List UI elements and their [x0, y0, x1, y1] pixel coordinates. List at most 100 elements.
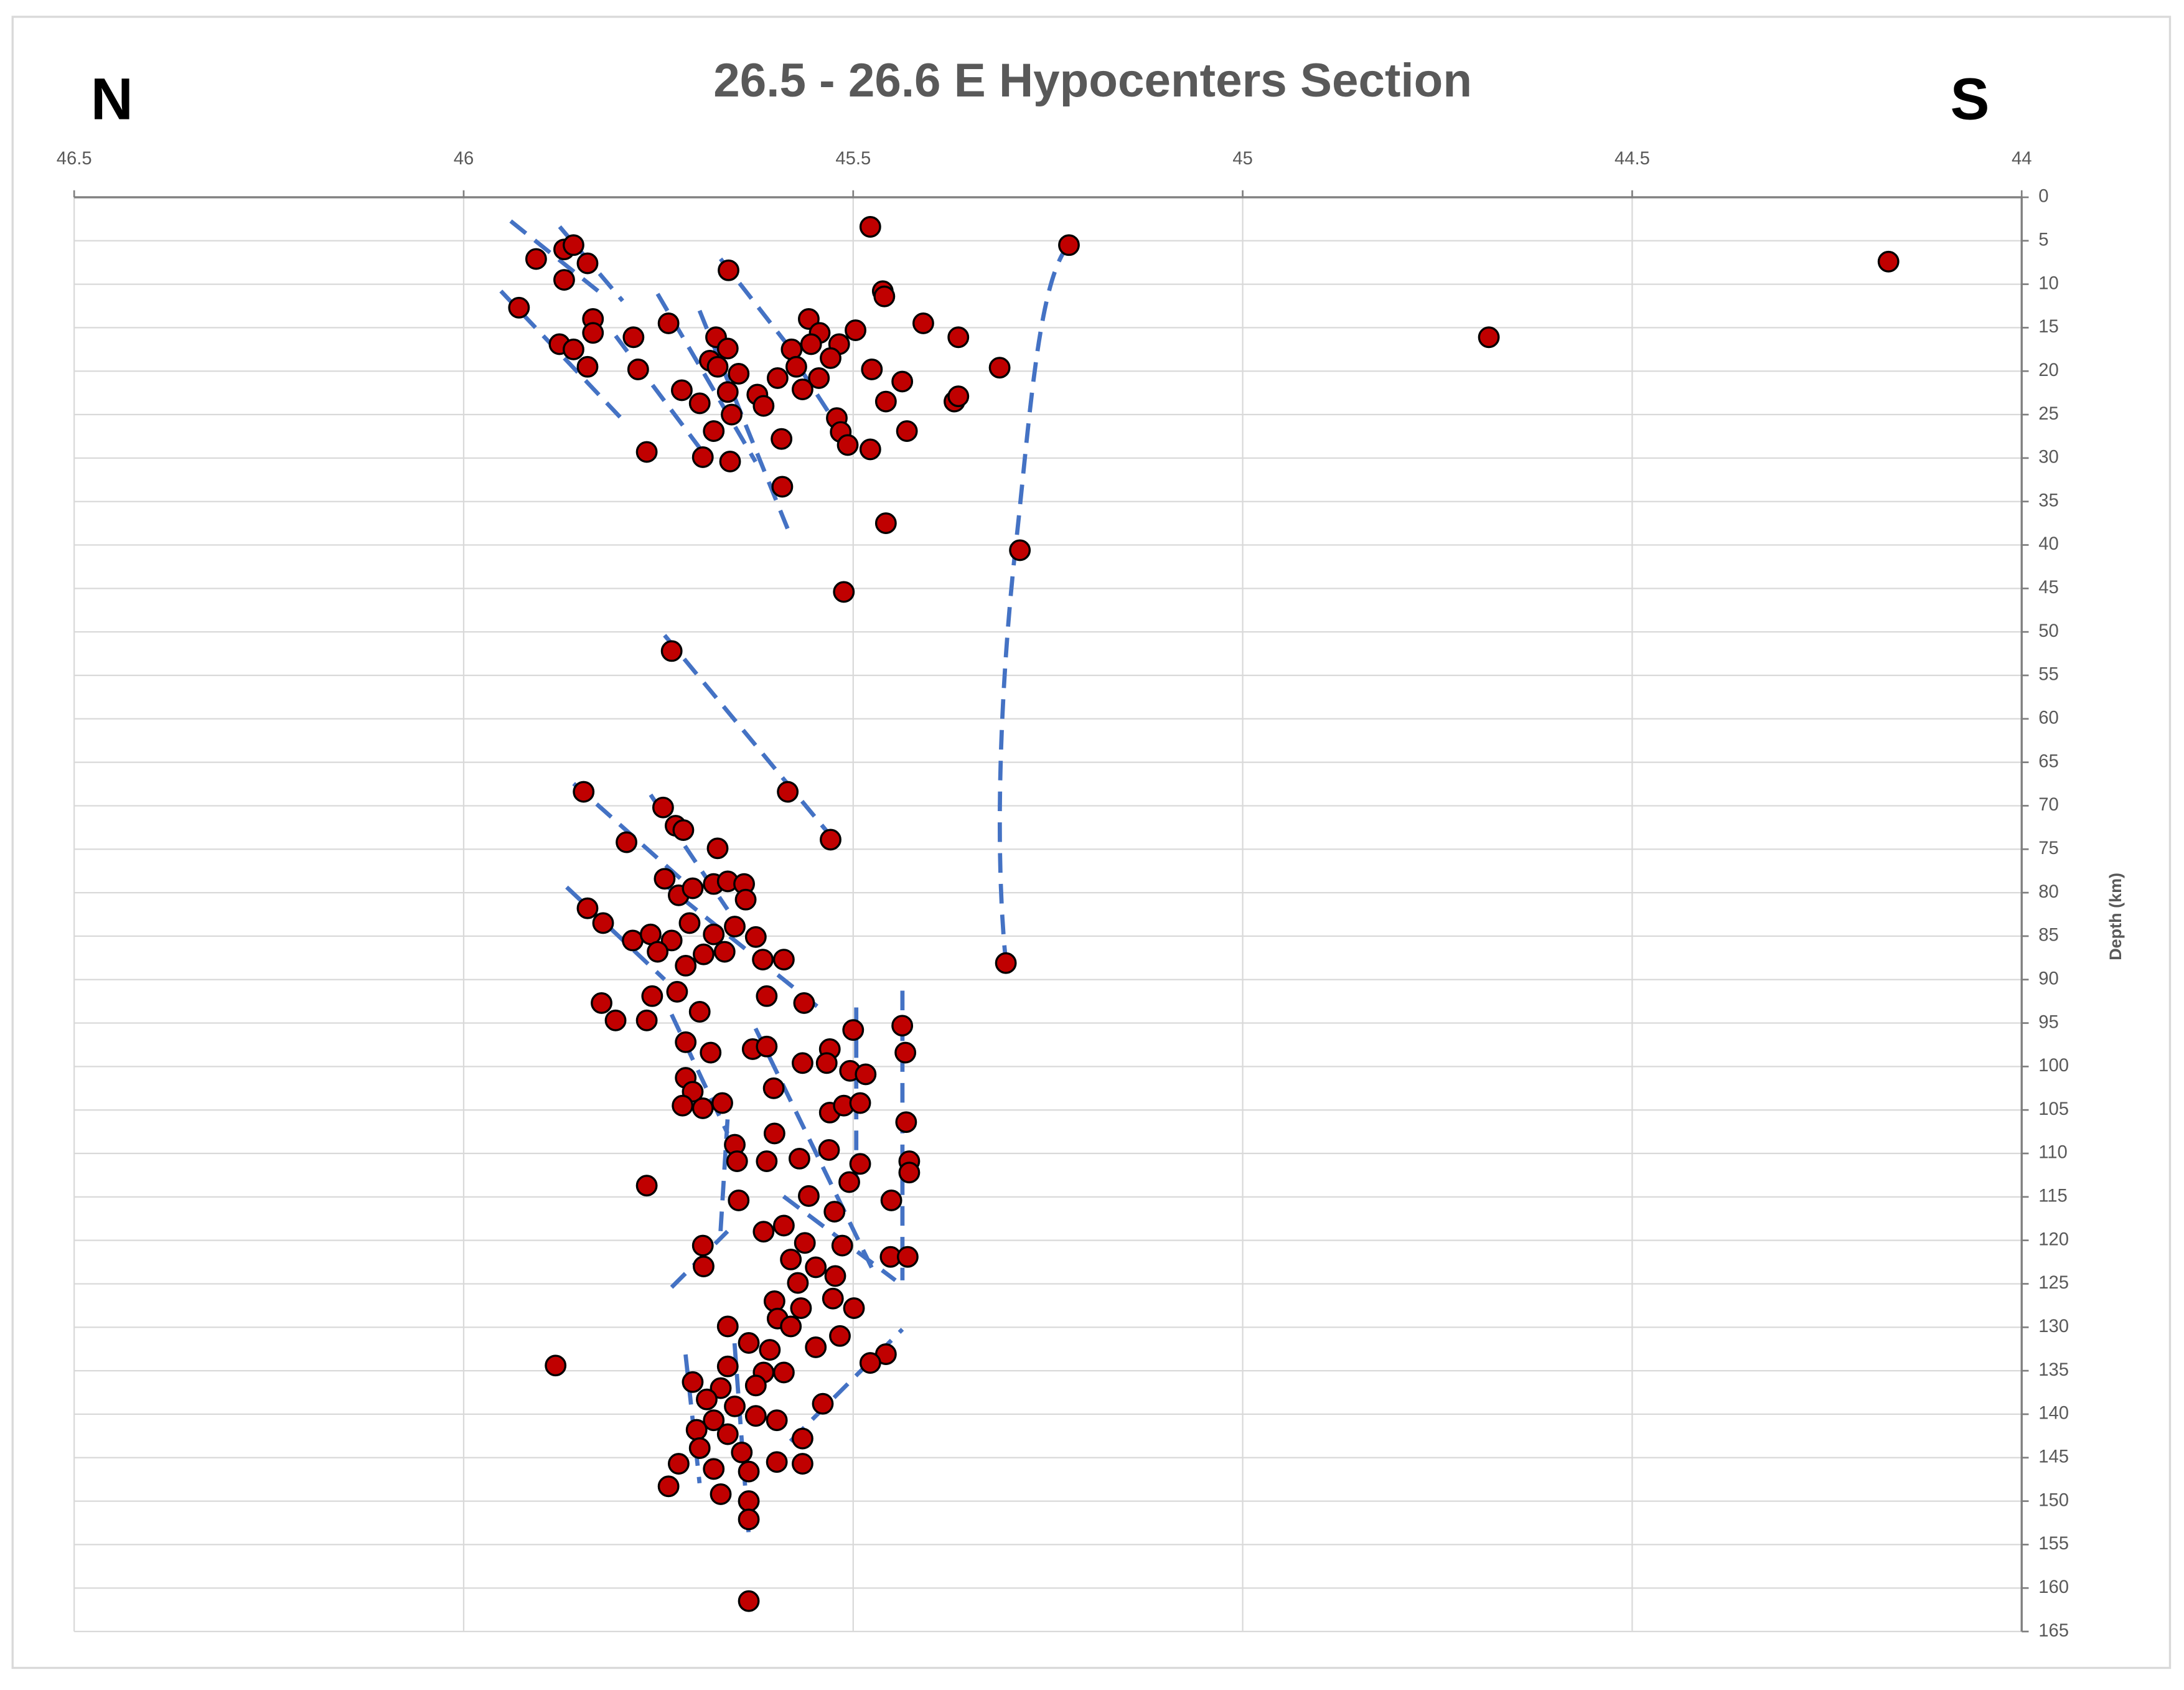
hypocenter-point: [716, 1315, 739, 1338]
hypocenter-point: [682, 877, 704, 899]
hypocenter-point: [703, 420, 725, 443]
hypocenter-point: [716, 1423, 739, 1445]
hypocenter-point: [822, 1287, 844, 1310]
hypocenter-point: [660, 640, 683, 662]
y-tick-label: 10: [2038, 273, 2059, 293]
hypocenter-point: [838, 1171, 860, 1193]
hypocenter-point: [995, 952, 1017, 974]
hypocenter-point: [711, 1092, 733, 1114]
hypocenter-point: [873, 285, 896, 307]
hypocenter-point: [805, 1256, 827, 1279]
hypocenter-point: [898, 1162, 921, 1184]
hypocenter-point: [635, 1009, 658, 1031]
hypocenter-point: [859, 438, 881, 461]
y-tick-label: 50: [2038, 621, 2059, 641]
hypocenter-point: [895, 1111, 917, 1134]
y-tick-label: 90: [2038, 969, 2059, 988]
hypocenter-point: [771, 476, 794, 498]
y-tick-label: 105: [2038, 1099, 2069, 1119]
north-label: N: [91, 67, 133, 132]
hypocenter-point: [728, 1189, 750, 1211]
hypocenter-point: [685, 1419, 708, 1441]
hypocenter-point: [785, 355, 807, 378]
hypocenter-point: [1877, 250, 1900, 273]
hypocenter-point: [752, 1221, 775, 1243]
hypocenter-point: [738, 1490, 760, 1512]
hypocenter-point: [947, 385, 970, 408]
hypocenter-point: [820, 347, 841, 369]
hypocenter-point: [728, 363, 750, 385]
hypocenter-point: [635, 441, 658, 463]
hypocenter-point: [731, 1441, 753, 1463]
hypocenter-point: [894, 1041, 917, 1064]
y-tick-label: 40: [2038, 534, 2059, 554]
hypocenter-point: [724, 916, 746, 937]
hypocenter-point: [912, 312, 934, 334]
y-tick-label: 110: [2038, 1143, 2068, 1163]
y-tick-label: 130: [2038, 1317, 2069, 1336]
hypocenter-point: [756, 985, 778, 1007]
hypocenter-point: [582, 322, 604, 344]
hypocenter-point: [792, 1052, 813, 1074]
hypocenter-point: [1058, 234, 1080, 256]
dashed-segments-middle: [565, 634, 841, 1010]
y-tick-label: 125: [2038, 1273, 2069, 1293]
hypocenter-point: [896, 420, 918, 443]
hypocenter-point: [845, 319, 866, 342]
hypocenter-point: [563, 234, 584, 256]
y-tick-label: 100: [2038, 1056, 2069, 1076]
hypocenter-point: [657, 312, 680, 334]
hypocenter-point: [752, 395, 775, 417]
chart-title: 26.5 - 26.6 E Hypocenters Section: [713, 54, 1472, 107]
hypocenter-point: [693, 943, 715, 965]
hypocenter-point: [616, 831, 637, 853]
hypocenter-point: [947, 326, 970, 349]
hypocenter-point: [808, 367, 830, 389]
hypocenter-point: [724, 1395, 746, 1417]
y-tick-label: 0: [2038, 187, 2048, 207]
hypocenter-point: [622, 326, 645, 349]
hypocenter-point: [691, 446, 714, 468]
hypocenter-point: [792, 1427, 813, 1450]
hypocenter-point: [641, 985, 663, 1007]
y-tick-label: 165: [2038, 1621, 2069, 1641]
y-tick-label: 80: [2038, 882, 2059, 902]
hypocenter-point: [508, 296, 530, 319]
hypocenter-point: [837, 434, 859, 456]
hypocenter-point: [604, 1009, 627, 1031]
hypocenter-point: [672, 1094, 694, 1117]
hypocenter-point: [793, 992, 815, 1014]
hypocenter-point: [675, 954, 697, 977]
hypocenter-point: [718, 259, 739, 281]
hypocenter-point: [805, 1336, 827, 1358]
hypocenter-point: [772, 949, 795, 971]
hypocenter-point: [691, 1097, 714, 1119]
hypocenter-point: [671, 379, 693, 401]
hypocenter-point: [849, 1092, 871, 1114]
hypocenter-point: [700, 1041, 722, 1064]
south-label: S: [1951, 67, 1990, 132]
y-tick-label: 155: [2038, 1534, 2069, 1554]
hypocenter-point: [859, 1352, 881, 1374]
hypocenter-point: [738, 1460, 760, 1483]
hypocenter-point: [652, 796, 674, 819]
hypocenter-point: [798, 1185, 820, 1207]
hypocenter-point: [818, 1139, 840, 1161]
y-tick-label: 135: [2038, 1360, 2069, 1380]
hypocenter-point: [716, 381, 739, 403]
hypocenter-point: [763, 1290, 785, 1312]
x-tick-label: 45: [1232, 149, 1253, 169]
hypocenter-point: [766, 1409, 788, 1432]
hypocenter-point: [752, 949, 774, 971]
y-tick-label: 35: [2038, 491, 2059, 510]
hypocenter-point: [812, 1392, 834, 1415]
y-tick-label: 55: [2038, 665, 2059, 685]
hypocenter-point: [744, 926, 767, 948]
hypocenter-point: [719, 451, 741, 472]
hypocenter-point: [771, 428, 793, 450]
hypocenter-point: [1478, 326, 1500, 349]
hypocenter-point: [842, 1019, 865, 1041]
y-tick-label: 65: [2038, 751, 2059, 771]
